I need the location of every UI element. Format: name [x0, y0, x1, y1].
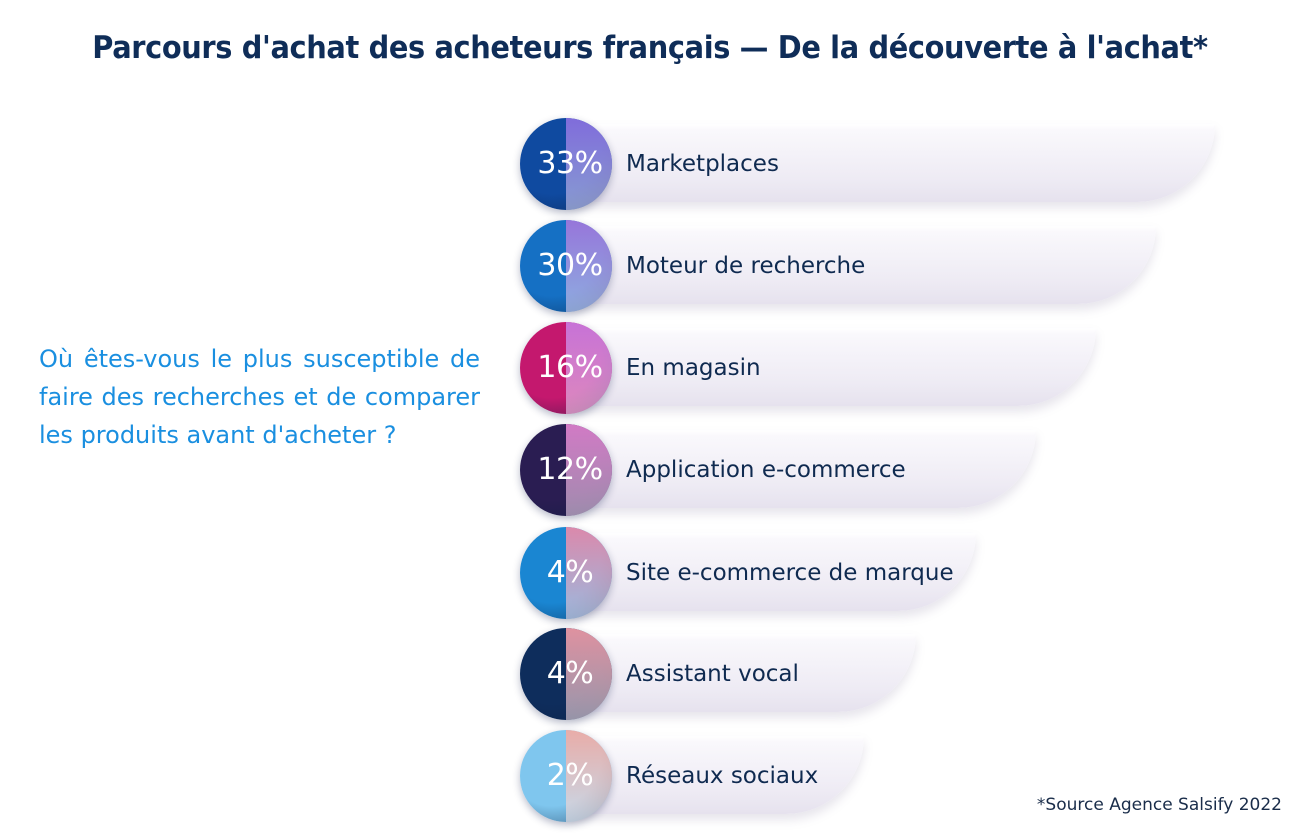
value-circle — [520, 527, 612, 619]
category-label: Site e-commerce de marque — [626, 560, 954, 586]
chart-row: 33% Marketplaces — [520, 118, 1225, 210]
chart-bar — [570, 533, 976, 611]
chart-bar — [570, 328, 1096, 406]
category-label: Assistant vocal — [626, 661, 799, 687]
chart-bar — [570, 634, 916, 712]
value-circle — [520, 322, 612, 414]
chart-row: 30% Moteur de recherche — [520, 220, 1166, 312]
category-label: Application e-commerce — [626, 457, 906, 483]
chart-row: 16% En magasin — [520, 322, 1106, 414]
chart-row: 12% Application e-commerce — [520, 424, 1046, 516]
category-label: Marketplaces — [626, 151, 779, 177]
value-label: 4% — [546, 656, 594, 691]
value-circle — [520, 220, 612, 312]
chart-bar — [570, 226, 1156, 304]
value-label: 33% — [537, 146, 603, 181]
value-label: 4% — [546, 555, 594, 590]
chart-bar — [570, 124, 1215, 202]
category-label: Réseaux sociaux — [626, 763, 819, 789]
chart-row: 2% Réseaux sociaux — [520, 730, 874, 822]
value-label: 30% — [537, 248, 603, 283]
source-note: *Source Agence Salsify 2022 — [1036, 795, 1282, 815]
chart-row: 4% Assistant vocal — [520, 628, 926, 720]
chart-row: 4% Site e-commerce de marque — [520, 527, 986, 619]
value-circle — [520, 730, 612, 822]
value-circle — [520, 628, 612, 720]
value-label: 2% — [546, 758, 594, 793]
value-circle — [520, 118, 612, 210]
chart-bar — [570, 736, 864, 814]
category-label: En magasin — [626, 355, 761, 381]
chart-title: Parcours d'achat des acheteurs français … — [92, 30, 1208, 66]
chart-bar — [570, 430, 1036, 508]
value-circle — [520, 424, 612, 516]
value-label: 16% — [537, 350, 603, 385]
value-label: 12% — [537, 452, 603, 487]
category-label: Moteur de recherche — [626, 253, 866, 279]
survey-question: Où êtes-vous le plus susceptible de fair… — [39, 345, 480, 449]
